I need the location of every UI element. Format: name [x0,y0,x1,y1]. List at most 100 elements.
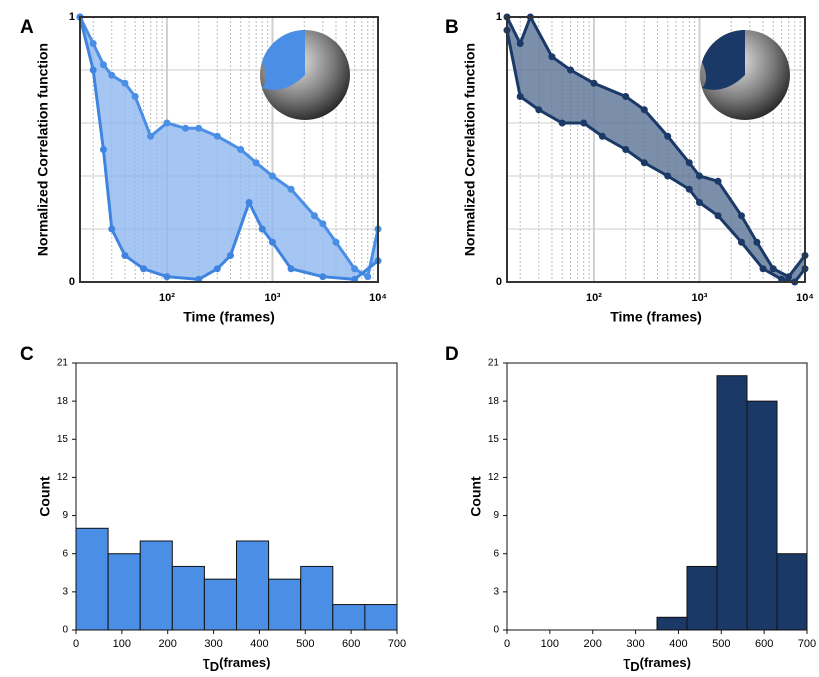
data-point [664,172,672,180]
data-point [558,119,566,127]
data-point [213,132,221,140]
data-point [516,93,524,100]
bar [776,553,808,631]
bar [686,565,718,631]
bar [171,565,205,631]
data-point [759,265,767,273]
data-point [685,159,693,167]
x-tick-label: 0 [73,638,79,650]
data-point [664,132,672,140]
data-point [89,66,97,74]
x-tick-label: 600 [755,638,773,650]
y-tick-label: 3 [62,586,68,597]
y-tick-label: 18 [488,396,500,407]
data-point [714,212,722,220]
data-point [319,220,327,228]
data-point [622,93,630,100]
bar [716,375,748,631]
y-axis-label: Count [468,476,484,517]
x-tick-label: 10⁴ [796,292,814,304]
data-point [226,252,234,259]
data-point [258,225,266,233]
y-tick-label: 6 [62,548,68,559]
data-point [310,212,318,220]
x-tick-label: 10⁴ [369,292,387,304]
data-point [287,185,295,193]
data-point [769,265,777,273]
x-tick-label: 500 [296,638,314,650]
data-point [89,40,97,47]
y-tick-label: 1 [69,11,75,23]
y-tick-label: 18 [57,396,69,407]
data-point [319,273,327,281]
data-point [213,265,221,273]
bar [364,604,398,631]
plot-frame [75,362,398,631]
x-axis-label: Time (frames) [183,309,275,325]
x-tick-label: 700 [798,638,816,650]
data-point [640,106,648,114]
y-tick-label: 0 [496,276,502,288]
x-tick-label: 300 [204,638,222,650]
x-label-unit: (frames) [219,655,270,670]
data-point [287,265,295,273]
data-point [268,238,276,246]
x-tick-label: 400 [250,638,268,650]
y-axis-label: Normalized Correlation function [462,43,478,256]
data-point [567,66,575,74]
plot-frame [506,362,808,631]
data-point [580,119,588,127]
x-tick-label: 300 [626,638,644,650]
x-tick-label: 100 [541,638,559,650]
x-tick-label: 400 [669,638,687,650]
data-point [351,265,359,273]
x-tick-label: 100 [113,638,131,650]
data-point [147,132,155,140]
y-tick-label: 0 [493,625,499,636]
panel-label: A [20,17,34,38]
bar [75,527,109,631]
y-tick-label: 12 [488,472,500,483]
y-tick-label: 15 [488,434,500,445]
data-point [268,172,276,180]
x-tick-label: 10³ [692,292,708,304]
y-axis-label: Count [37,476,53,517]
data-point [364,273,372,281]
x-tick-label: 200 [584,638,602,650]
y-tick-label: 0 [62,625,68,636]
y-axis-label: Normalized Correlation function [35,43,51,256]
panel-label: C [20,344,34,365]
bar [236,540,270,631]
data-point [714,177,722,185]
y-tick-label: 1 [496,11,502,23]
panel-label: B [445,17,459,38]
x-tick-label: 10² [586,292,602,304]
data-point [548,53,556,61]
sphere-icon-a [260,30,350,120]
band-fill [507,17,805,282]
bar [746,400,778,631]
panel-label: D [445,344,459,365]
x-label-symbol: τ [623,653,630,673]
data-point [140,265,148,273]
x-tick-label: 200 [159,638,177,650]
data-point [737,238,745,246]
band-fill [80,17,378,280]
y-tick-label: 3 [493,586,499,597]
data-point [695,199,703,206]
bar [332,604,366,631]
x-label-unit: (frames) [640,655,691,670]
data-point [785,273,793,281]
y-tick-label: 12 [57,472,69,483]
data-point [99,61,107,69]
bar [656,616,688,631]
data-point [163,119,171,127]
x-tick-label: 700 [388,638,406,650]
data-point [685,185,693,193]
y-tick-label: 21 [57,358,69,369]
data-point [590,79,598,87]
bar [107,553,141,631]
y-tick-label: 9 [493,510,499,521]
data-point [108,225,116,233]
